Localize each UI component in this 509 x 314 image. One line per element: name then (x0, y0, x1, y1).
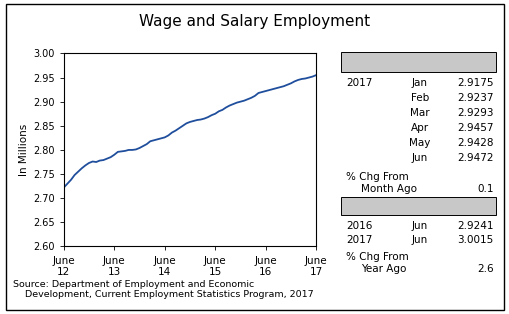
Text: Feb: Feb (410, 93, 428, 103)
Text: Jun: Jun (411, 221, 427, 231)
Text: 2017: 2017 (345, 235, 372, 245)
Text: unadjusted: unadjusted (388, 201, 447, 211)
Text: Month Ago: Month Ago (360, 184, 416, 194)
Text: May: May (408, 138, 430, 148)
Text: 0.1: 0.1 (476, 184, 493, 194)
Text: % Chg From: % Chg From (345, 172, 408, 182)
Text: 2.9175: 2.9175 (456, 78, 493, 88)
Text: 2.9457: 2.9457 (456, 123, 493, 133)
Y-axis label: In Millions: In Millions (19, 124, 29, 176)
Text: 2.9472: 2.9472 (456, 153, 493, 163)
Text: Mar: Mar (409, 108, 429, 118)
Text: Jan: Jan (411, 78, 427, 88)
Text: Jun: Jun (411, 235, 427, 245)
Text: Wage and Salary Employment: Wage and Salary Employment (139, 14, 370, 29)
Text: Source: Department of Employment and Economic
    Development, Current Employmen: Source: Department of Employment and Eco… (13, 280, 313, 300)
Text: 2.9293: 2.9293 (456, 108, 493, 118)
Text: seasonally adjusted: seasonally adjusted (366, 57, 469, 67)
Text: Jun: Jun (411, 153, 427, 163)
Text: 2.9428: 2.9428 (456, 138, 493, 148)
Text: 2.9241: 2.9241 (456, 221, 493, 231)
Text: 2.6: 2.6 (476, 264, 493, 274)
Text: 2.9237: 2.9237 (456, 93, 493, 103)
Text: 3.0015: 3.0015 (457, 235, 493, 245)
Text: Year Ago: Year Ago (360, 264, 406, 274)
Text: 2017: 2017 (345, 78, 372, 88)
Text: % Chg From: % Chg From (345, 252, 408, 262)
Text: Apr: Apr (410, 123, 428, 133)
Text: 2016: 2016 (345, 221, 372, 231)
